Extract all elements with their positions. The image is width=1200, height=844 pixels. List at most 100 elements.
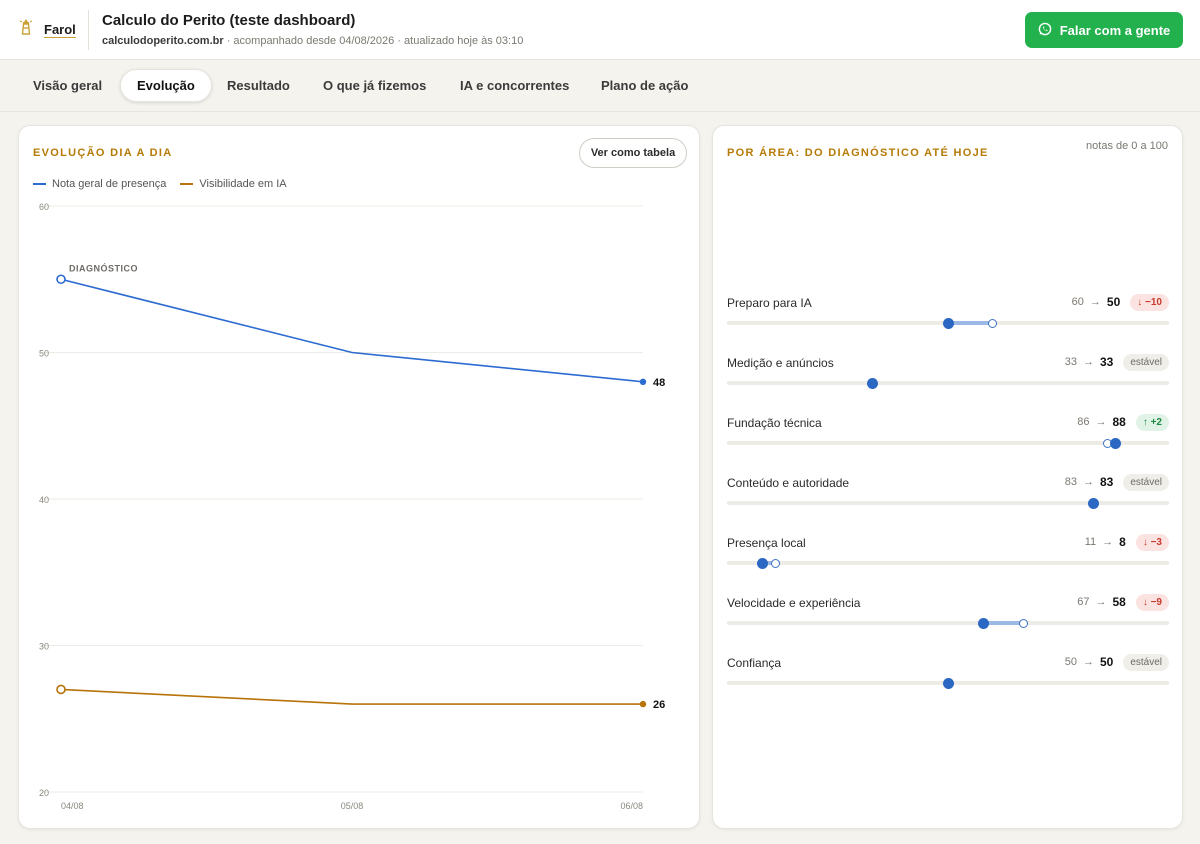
arrow-right-icon: → [1095, 596, 1107, 608]
score-from-marker [771, 559, 781, 568]
site-domain: calculodoperito.com.br [102, 35, 224, 47]
areas-card: POR ÁREA: DO DIAGNÓSTICO ATÉ HOJE notas … [712, 125, 1183, 829]
area-values: 67 → 58 ↓ −9 [1077, 592, 1169, 612]
lighthouse-icon [18, 18, 34, 41]
trend-badge: estável [1123, 473, 1169, 491]
tab-evolucao[interactable]: Evolução [120, 69, 212, 102]
score-to-marker [1088, 498, 1100, 509]
view-as-table-button[interactable]: Ver como tabela [579, 138, 687, 168]
series-line [60, 688, 643, 705]
area-to-value: 33 [1099, 355, 1114, 369]
score-track [727, 621, 1169, 625]
area-to-value: 58 [1112, 595, 1126, 609]
area-row: Preparo para IA 60 → 50 ↓ −10 [727, 284, 1169, 344]
score-to-marker [977, 618, 989, 629]
top-bar: Farol Calculo do Perito (teste dashboard… [0, 0, 1200, 60]
y-tick-label: 30 [39, 642, 49, 652]
trend-badge: ↓ −9 [1135, 593, 1169, 611]
tab-o-que-ja-fizemos[interactable]: O que já fizemos [323, 78, 427, 93]
score-to-marker [942, 318, 954, 329]
area-values: 11 → 8 ↓ −3 [1085, 532, 1169, 552]
x-tick-label: 06/08 [620, 801, 643, 811]
score-to-marker [867, 378, 879, 389]
trend-badge: ↓ −3 [1135, 533, 1169, 551]
tab-bar: Visão geral Evolução Resultado O que já … [0, 60, 1200, 112]
legend-swatch-presence [33, 183, 46, 185]
arrow-right-icon: → [1082, 356, 1094, 368]
score-track [727, 381, 1169, 385]
area-from-value: 67 [1077, 596, 1090, 608]
score-change-bar [762, 561, 776, 565]
tracking-info: · acompanhado desde 04/08/2026 · atualiz… [226, 35, 524, 47]
area-label: Preparo para IA [727, 296, 812, 310]
y-tick-label: 20 [39, 788, 49, 798]
arrow-right-icon: → [1082, 476, 1094, 488]
score-track [727, 441, 1169, 445]
arrow-right-icon: → [1102, 536, 1114, 548]
area-from-value: 83 [1064, 476, 1077, 488]
score-to-marker [756, 558, 768, 569]
score-from-marker [1018, 619, 1028, 628]
area-label: Fundação técnica [727, 416, 822, 430]
area-row: Fundação técnica 86 → 88 ↑ +2 [727, 404, 1169, 464]
legend-swatch-ai-visibility [180, 183, 194, 185]
evolution-title: EVOLUÇÃO DIA A DIA [33, 147, 173, 159]
tab-visao-geral[interactable]: Visão geral [33, 78, 103, 93]
score-from-marker [987, 319, 997, 328]
end-point [639, 378, 647, 385]
area-to-value: 88 [1112, 415, 1126, 429]
tab-ia-e-concorrentes[interactable]: IA e concorrentes [460, 78, 570, 93]
start-point [56, 274, 66, 285]
score-change-bar [948, 321, 993, 325]
area-row: Presença local 11 → 8 ↓ −3 [727, 524, 1169, 584]
arrow-right-icon: → [1089, 296, 1101, 308]
trend-badge: estável [1123, 353, 1169, 371]
start-point [56, 684, 66, 695]
area-values: 50 → 50 estável [1065, 652, 1169, 672]
area-row: Confiança 50 → 50 estável [727, 644, 1169, 704]
y-tick-label: 40 [39, 495, 49, 505]
area-label: Confiança [727, 656, 782, 670]
area-from-value: 33 [1064, 356, 1077, 368]
area-label: Presença local [727, 536, 806, 550]
legend-item-ai-visibility: Visibilidade em IA [180, 178, 287, 190]
area-label: Medição e anúncios [727, 356, 834, 370]
area-from-value: 60 [1071, 296, 1084, 308]
score-track [727, 561, 1169, 565]
x-tick-label: 04/08 [61, 801, 84, 811]
chart-legend: Nota geral de presença Visibilidade em I… [33, 178, 287, 190]
area-label: Velocidade e experiência [727, 596, 861, 610]
area-row: Medição e anúncios 33 → 33 estável [727, 344, 1169, 404]
trend-badge: estável [1123, 653, 1169, 671]
contact-button[interactable]: Falar com a gente [1025, 12, 1183, 48]
data-label: 26 [653, 699, 665, 711]
area-to-value: 83 [1099, 475, 1114, 489]
score-to-marker [942, 678, 954, 689]
evolution-chart: 20 30 40 50 60 04/08 05/08 06/08 48 26 DIAGNÓSTICO [39, 202, 665, 811]
area-values: 33 → 33 estável [1065, 352, 1169, 372]
scale-note: notas de 0 a 100 [1086, 140, 1168, 152]
page-title: Calculo do Perito (teste dashboard) [102, 12, 356, 29]
area-to-value: 8 [1119, 535, 1126, 549]
whatsapp-icon [1038, 22, 1052, 39]
brand-name[interactable]: Farol [44, 22, 76, 37]
tab-plano-de-acao[interactable]: Plano de ação [601, 78, 689, 93]
y-tick-label: 50 [39, 349, 49, 359]
area-label: Conteúdo e autoridade [727, 476, 850, 490]
arrow-right-icon: → [1095, 416, 1107, 428]
trend-badge: ↑ +2 [1135, 413, 1169, 431]
arrow-right-icon: → [1082, 656, 1094, 668]
legend-label-presence: Nota geral de presença [52, 178, 167, 190]
divider [88, 10, 89, 50]
evolution-card: EVOLUÇÃO DIA A DIA Ver como tabela Nota … [18, 125, 700, 829]
area-from-value: 11 [1084, 536, 1097, 548]
area-row: Conteúdo e autoridade 83 → 83 estável [727, 464, 1169, 524]
brand[interactable]: Farol [18, 18, 76, 41]
area-values: 60 → 50 ↓ −10 [1072, 292, 1169, 312]
data-label: 48 [653, 377, 665, 389]
series-line [60, 278, 644, 383]
score-to-marker [1110, 438, 1122, 449]
tab-resultado[interactable]: Resultado [227, 78, 290, 93]
x-tick-label: 05/08 [341, 801, 364, 811]
end-point [639, 700, 647, 708]
